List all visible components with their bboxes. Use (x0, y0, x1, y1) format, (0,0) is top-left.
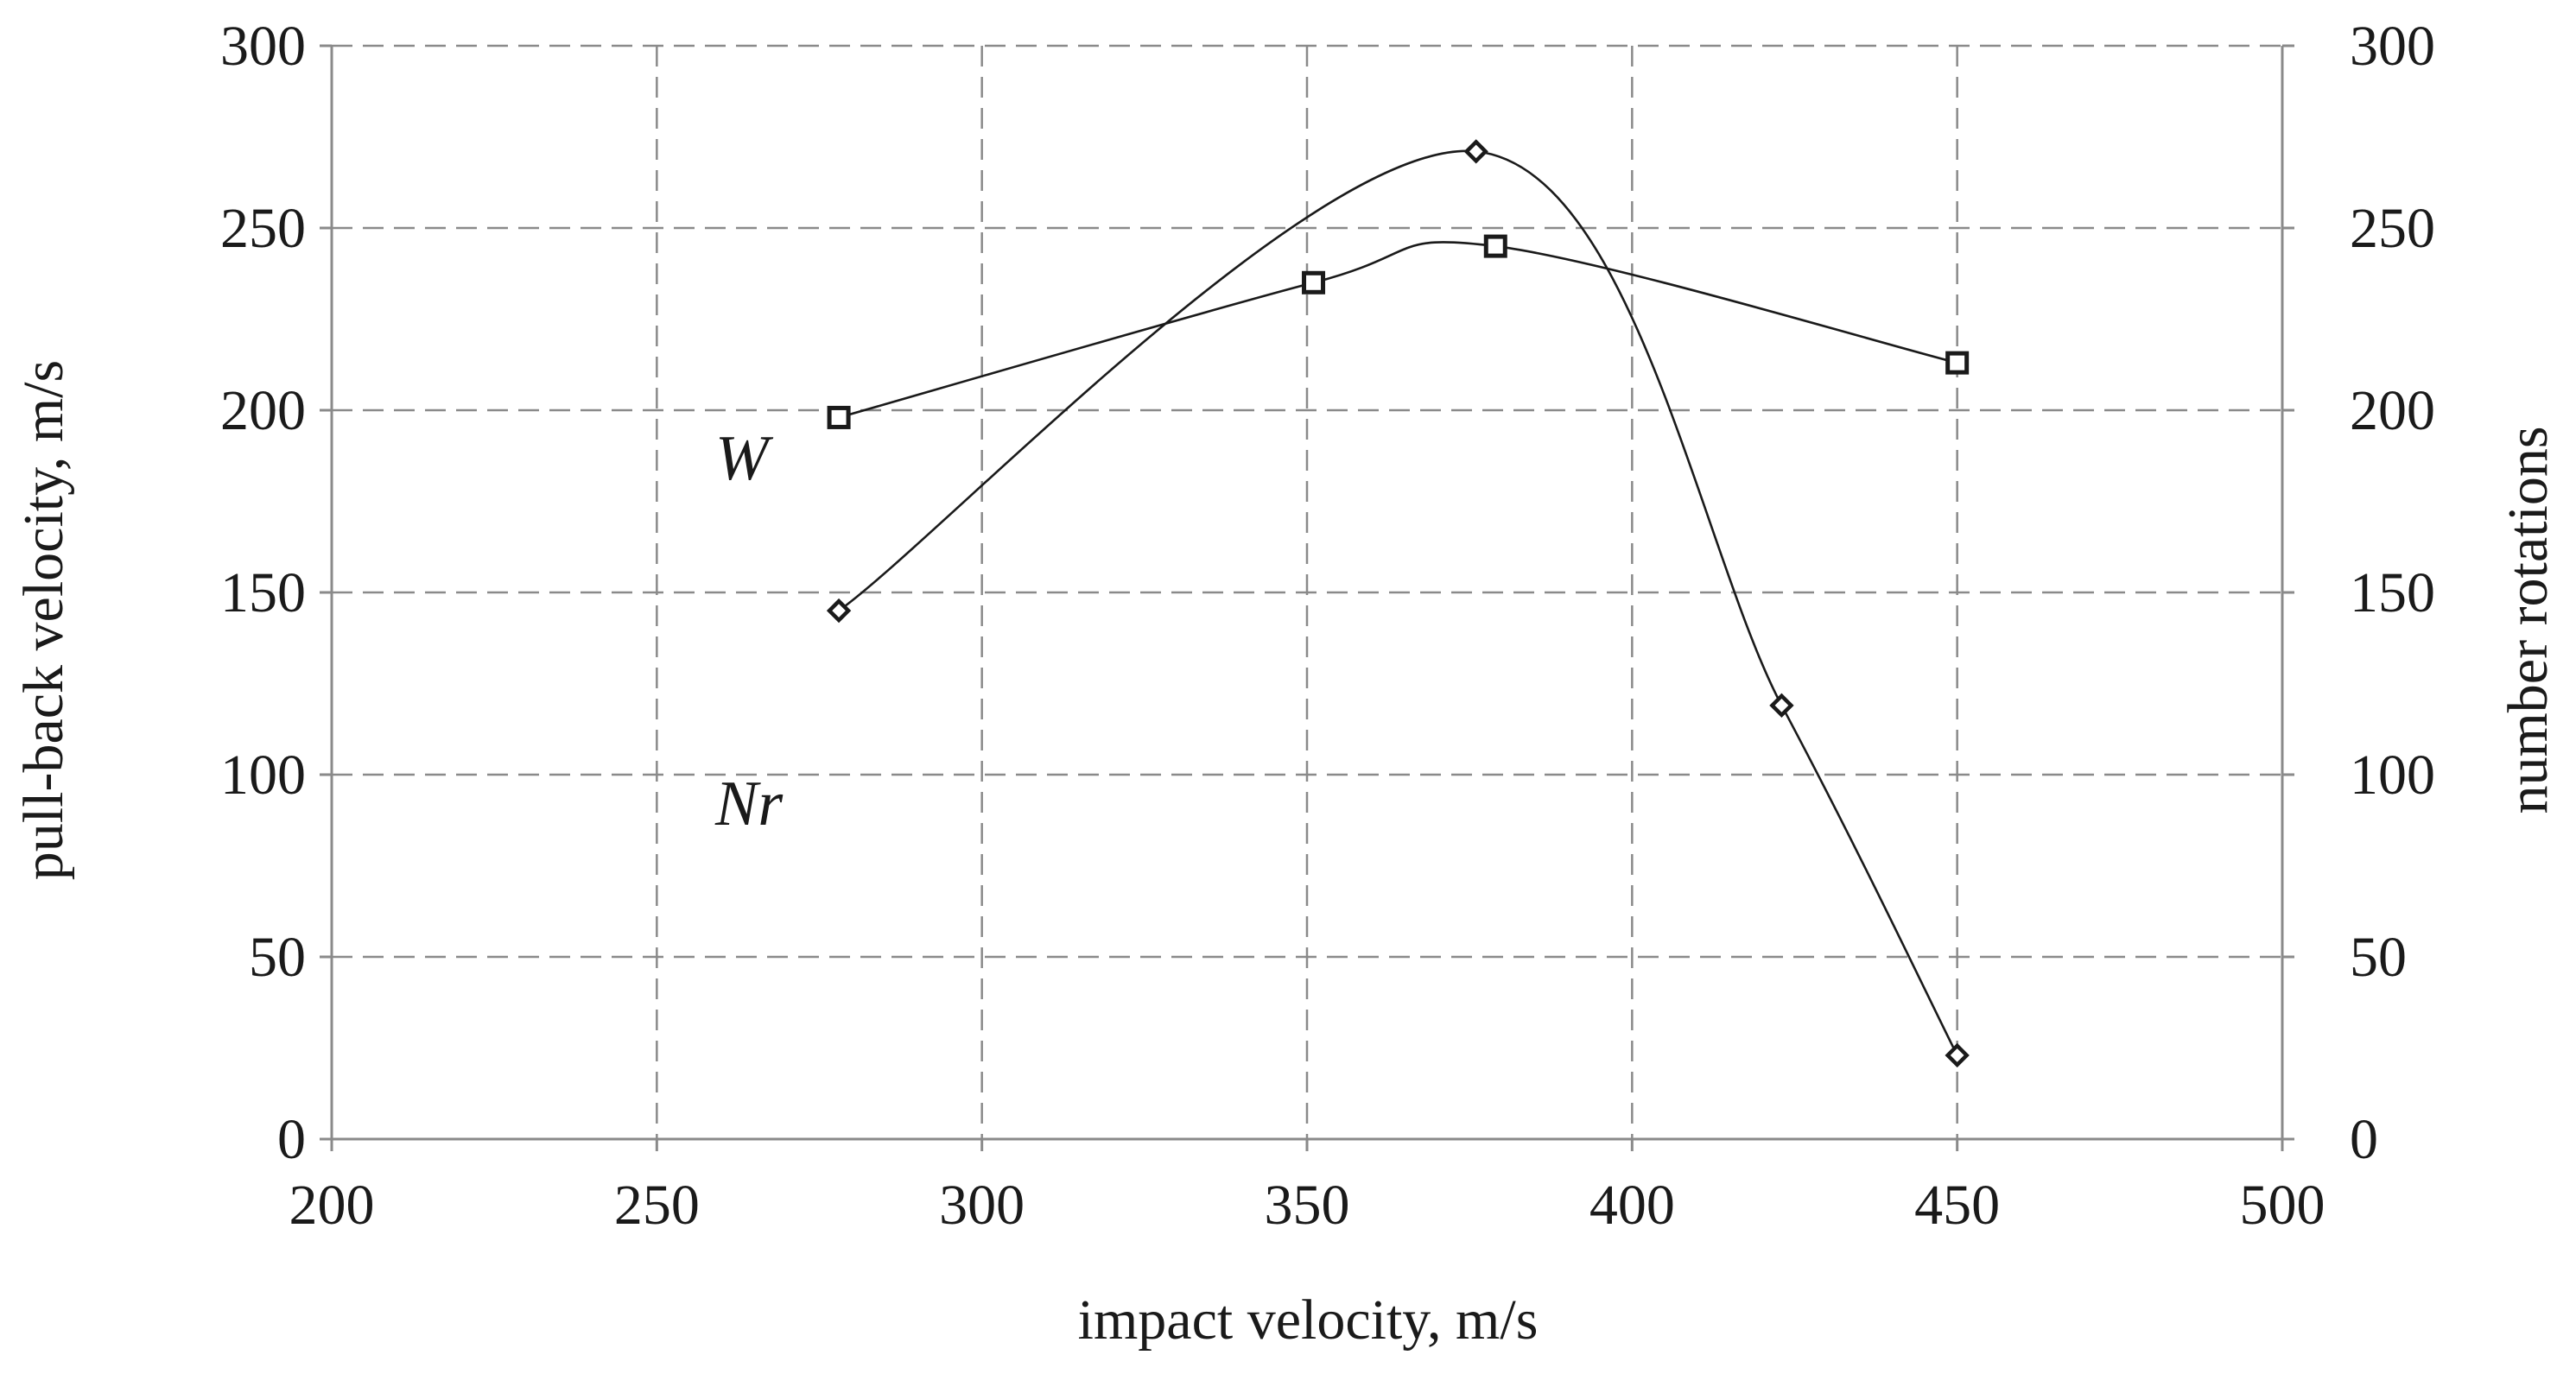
x-tick-label-450: 450 (1914, 1174, 2000, 1237)
series (826, 139, 1970, 1068)
y-tick-label-100: 100 (220, 744, 306, 807)
y2-tick-label-200: 200 (2350, 379, 2435, 442)
grid (332, 44, 2282, 1139)
y2-tick-label-100: 100 (2350, 744, 2435, 807)
series-line-w (838, 241, 1957, 419)
data-point-nr-1 (1463, 139, 1488, 164)
y-axis-title-right: number rotations (2497, 426, 2560, 814)
axes (320, 44, 2294, 1151)
x-tick-label-250: 250 (614, 1174, 700, 1237)
data-point-w-1 (1302, 270, 1326, 294)
y-tick-label-150: 150 (220, 561, 306, 624)
y2-tick-label-50: 50 (2350, 926, 2407, 989)
y-tick-label-300: 300 (220, 15, 306, 78)
y-tick-label-200: 200 (220, 379, 306, 442)
x-tick-label-400: 400 (1589, 1174, 1675, 1237)
x-tick-label-200: 200 (289, 1174, 375, 1237)
x-tick-label-500: 500 (2240, 1174, 2325, 1237)
data-point-nr-2 (1769, 693, 1794, 719)
y-axis-title-left: pull-back velocity, m/s (12, 360, 75, 880)
series-line-nr (838, 149, 1958, 1056)
y2-tick-label-0: 0 (2350, 1108, 2378, 1171)
data-point-w-2 (1483, 234, 1507, 258)
y-tick-label-50: 50 (249, 926, 306, 989)
data-point-w-3 (1945, 351, 1970, 375)
series-labels: W Nr (714, 423, 784, 839)
y2-tick-label-150: 150 (2350, 561, 2435, 624)
x-tick-label-350: 350 (1265, 1174, 1350, 1237)
data-point-nr-0 (826, 598, 852, 624)
data-point-w-0 (827, 405, 851, 429)
data-point-nr-3 (1945, 1042, 1970, 1068)
tick-labels: 200 250 300 350 400 450 500 0 50 100 150 200 250 300 0… (220, 15, 2435, 1237)
x-axis-title: impact velocity, m/s (1078, 1289, 1539, 1352)
y2-tick-label-300: 300 (2350, 15, 2435, 78)
y2-tick-label-250: 250 (2350, 197, 2435, 260)
series-label-nr: Nr (714, 769, 784, 839)
series-label-w: W (715, 423, 774, 494)
y-tick-label-250: 250 (220, 197, 306, 260)
y-tick-label-0: 0 (277, 1108, 306, 1171)
x-tick-label-300: 300 (939, 1174, 1025, 1237)
